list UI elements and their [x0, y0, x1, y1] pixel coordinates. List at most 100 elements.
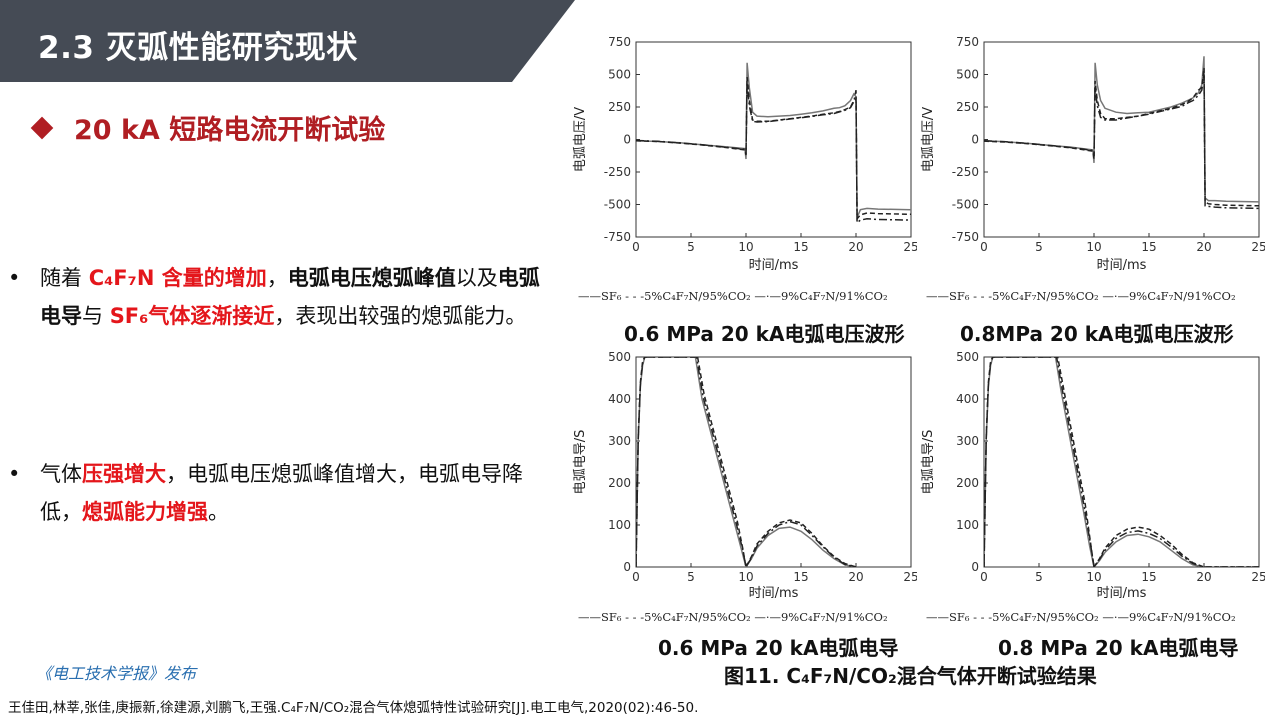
- voltage-chart-0-6mpa: 0 5 10 15 20 25 -750 -500 -250 0 250 500 750 时间/ms 电弧电…: [573, 35, 917, 273]
- y-tick-label: 750: [956, 35, 979, 49]
- y-tick-label: 300: [608, 434, 631, 448]
- x-tick-label: 10: [738, 240, 753, 254]
- y-tick-label: 250: [956, 100, 979, 114]
- y-tick-label: -250: [952, 165, 979, 179]
- bullet-segment-highlight: C₄F₇N 含量的增加: [88, 266, 267, 290]
- legend-mix9: 9%C₄F₇N/91%CO₂: [1128, 610, 1236, 624]
- series-line-1: [984, 67, 1259, 207]
- legend-bottom-right: ——SF₆ - - -5%C₄F₇N/95%CO₂ —·—9%C₄F₇N/91%…: [926, 610, 1236, 624]
- series-line-2: [636, 357, 857, 567]
- series-line-1: [636, 357, 857, 567]
- page-title: 2.3 灭弧性能研究现状: [38, 30, 358, 66]
- y-tick-label: 100: [956, 518, 979, 532]
- series-line-0: [636, 357, 857, 567]
- bullet-segment: 随着: [40, 266, 89, 290]
- legend-sf6: SF₆: [601, 289, 622, 303]
- series-line-2: [636, 83, 911, 225]
- voltage-chart-0-8mpa: 0 5 10 15 20 25 -750 -500 -250 0 250 500 750 时间/ms 电弧电…: [921, 35, 1265, 273]
- y-tick-label: 300: [956, 434, 979, 448]
- y-tick-label: 500: [608, 350, 631, 364]
- series-line-0: [636, 62, 911, 218]
- x-tick-label: 10: [1086, 240, 1101, 254]
- y-tick-label: 250: [608, 100, 631, 114]
- legend-mix5: 5%C₄F₇N/95%CO₂: [992, 610, 1099, 624]
- journal-credit: 《电工技术学报》发布: [36, 664, 197, 683]
- series-line-0: [984, 357, 1259, 567]
- y-tick-label: 200: [608, 476, 631, 490]
- x-tick-label: 20: [848, 240, 863, 254]
- bullet-1: • 随着 C₄F₇N 含量的增加，电弧电压熄弧峰值以及电弧电导与 SF₆气体逐渐…: [8, 259, 548, 335]
- x-tick-label: 25: [1251, 240, 1265, 254]
- plot-frame: [635, 356, 912, 568]
- legend-bottom-left: ——SF₆ - - -5%C₄F₇N/95%CO₂ —·—9%C₄F₇N/91%…: [578, 610, 888, 624]
- y-tick-label: 0: [623, 133, 631, 147]
- y-tick-label: 750: [608, 35, 631, 49]
- section-heading-text: 20 kA 短路电流开断试验: [74, 115, 386, 146]
- legend-top-left: ——SF₆ - - -5%C₄F₇N/95%CO₂ —·—9%C₄F₇N/91%…: [578, 289, 888, 303]
- title-bar: 2.3 灭弧性能研究现状: [0, 0, 575, 82]
- diamond-bullet-icon: [30, 116, 54, 139]
- x-tick-label: 15: [1141, 240, 1156, 254]
- y-axis-label: 电弧电压/V: [573, 107, 588, 172]
- x-tick-label: 5: [1035, 570, 1043, 584]
- y-tick-label: 0: [623, 560, 631, 574]
- section-heading: 20 kA 短路电流开断试验: [30, 108, 386, 147]
- y-tick-label: 400: [956, 392, 979, 406]
- legend-mix9: 9%C₄F₇N/91%CO₂: [780, 289, 888, 303]
- legend-sf6: SF₆: [949, 610, 970, 624]
- bullet-1-text: 随着 C₄F₇N 含量的增加，电弧电压熄弧峰值以及电弧电导与 SF₆气体逐渐接近…: [40, 259, 548, 335]
- bullet-segment-bold: 电弧电压熄弧峰值: [287, 266, 456, 290]
- y-tick-label: -250: [604, 165, 631, 179]
- x-tick-label: 25: [903, 240, 917, 254]
- x-tick-label: 0: [980, 570, 988, 584]
- y-tick-label: 0: [971, 133, 979, 147]
- legend-sf6: SF₆: [949, 289, 970, 303]
- legend-top-right: ——SF₆ - - -5%C₄F₇N/95%CO₂ —·—9%C₄F₇N/91%…: [926, 289, 1236, 303]
- x-tick-label: 5: [1035, 240, 1043, 254]
- reference-citation: 王佳田,林莘,张佳,庚振新,徐建源,刘鹏飞,王强.C₄F₇N/CO₂混合气体熄弧…: [8, 700, 699, 716]
- x-tick-label: 20: [1196, 570, 1211, 584]
- y-tick-label: 500: [956, 68, 979, 82]
- y-axis-label: 电弧电压/V: [921, 107, 936, 172]
- y-tick-label: 400: [608, 392, 631, 406]
- y-tick-label: -500: [952, 198, 979, 212]
- y-tick-label: 500: [956, 350, 979, 364]
- series-line-2: [984, 357, 1259, 567]
- bullet-segment: 气体: [40, 462, 82, 486]
- caption-conductance-0-6mpa: 0.6 MPa 20 kA电弧电导: [658, 636, 899, 660]
- plot-frame: [983, 356, 1260, 568]
- x-tick-label: 25: [1251, 570, 1265, 584]
- x-axis-label: 时间/ms: [749, 258, 799, 273]
- x-axis-label: 时间/ms: [1097, 586, 1147, 601]
- bullet-segment: 。: [208, 500, 229, 524]
- bullet-segment: ，电弧电压熄弧峰值增大，电弧电导降低，: [40, 462, 523, 524]
- bullet-segment-highlight: 熄弧能力增强: [82, 500, 208, 524]
- y-tick-label: 200: [956, 476, 979, 490]
- bullet-marker: •: [8, 266, 21, 290]
- bullet-segment-highlight: SF₆气体逐渐接近: [109, 304, 275, 328]
- bullet-segment-bold: 电弧电导: [40, 266, 540, 328]
- y-axis-label: 电弧电导/S: [921, 430, 936, 495]
- y-tick-label: -750: [952, 230, 979, 244]
- caption-voltage-0-6mpa: 0.6 MPa 20 kA电弧电压波形: [624, 322, 905, 346]
- bullet-marker: •: [8, 462, 21, 486]
- figure-title: 图11. C₄F₇N/CO₂混合气体开断试验结果: [724, 664, 1097, 688]
- caption-voltage-0-8mpa: 0.8MPa 20 kA电弧电压波形: [960, 322, 1234, 346]
- x-tick-label: 25: [903, 570, 917, 584]
- y-axis-label: 电弧电导/S: [573, 430, 588, 495]
- x-tick-label: 0: [632, 570, 640, 584]
- series-line-1: [636, 77, 911, 221]
- series-line-0: [984, 56, 1259, 203]
- plot-frame: [635, 41, 912, 238]
- y-tick-label: -750: [604, 230, 631, 244]
- y-tick-label: 500: [608, 68, 631, 82]
- x-tick-label: 20: [848, 570, 863, 584]
- x-tick-label: 0: [632, 240, 640, 254]
- x-tick-label: 10: [738, 570, 753, 584]
- caption-conductance-0-8mpa: 0.8 MPa 20 kA电弧电导: [998, 636, 1239, 660]
- legend-mix5: 5%C₄F₇N/95%CO₂: [992, 289, 1099, 303]
- x-tick-label: 0: [980, 240, 988, 254]
- x-axis-label: 时间/ms: [1097, 258, 1147, 273]
- bullet-segment: 与: [82, 304, 110, 328]
- x-tick-label: 15: [793, 240, 808, 254]
